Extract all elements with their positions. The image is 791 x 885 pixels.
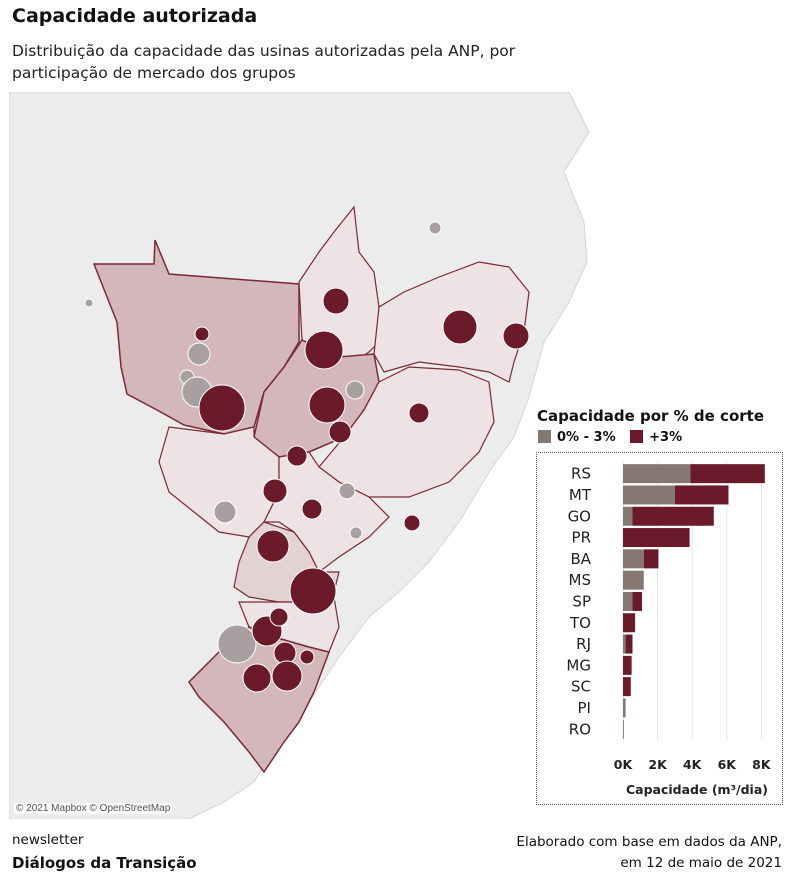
category-label: PI xyxy=(578,699,591,717)
bubble xyxy=(403,514,421,532)
bubble xyxy=(322,287,350,315)
bar-segment xyxy=(623,570,644,590)
bubble xyxy=(442,309,478,345)
chart-panel: RS MT GO PR BA MS SP TO RJ MG SC PI RO 0K 2K 4K 6K 8K Capa… xyxy=(536,452,783,805)
category-label: TO xyxy=(569,614,591,632)
newsletter-label: newsletter xyxy=(12,832,84,848)
bubble xyxy=(301,498,323,520)
bubble xyxy=(345,380,365,400)
bubble xyxy=(187,342,211,366)
bubble xyxy=(349,526,363,540)
bubble xyxy=(304,330,344,370)
legend-label-low: 0% - 3% xyxy=(557,430,616,445)
map-bubbles xyxy=(84,221,530,693)
brand-name: Diálogos da Transição xyxy=(12,854,197,872)
bar-segment xyxy=(623,528,690,548)
bubble xyxy=(308,386,346,424)
legend-label-high: +3% xyxy=(649,430,683,445)
source-line-1: Elaborado com base em dados da ANP, xyxy=(516,834,782,850)
bar-segment xyxy=(623,591,633,611)
footer-source: Elaborado com base em dados da ANP, em 1… xyxy=(516,832,782,874)
bubble xyxy=(217,624,257,664)
category-label: BA xyxy=(570,550,591,568)
x-axis-title: Capacidade (m³/dia) xyxy=(626,782,768,797)
bubble xyxy=(286,445,308,467)
x-tick-label: 4K xyxy=(683,757,703,772)
footer-brand: newsletter Diálogos da Transição xyxy=(12,832,197,872)
page-subtitle: Distribuição da capacidade das usinas au… xyxy=(12,42,516,82)
category-label: MG xyxy=(566,656,591,674)
category-label: MT xyxy=(569,486,592,504)
bar-segment xyxy=(690,464,765,484)
bar-segment xyxy=(632,506,714,526)
source-line-2: em 12 de maio de 2021 xyxy=(620,855,782,871)
x-tick-label: 6K xyxy=(718,757,738,772)
state-sp xyxy=(263,451,390,573)
bar-segment xyxy=(623,464,691,484)
bubble xyxy=(198,384,246,432)
bar-segment xyxy=(623,613,636,633)
bar-segment xyxy=(632,591,643,611)
legend: 0% - 3% +3% xyxy=(538,430,692,445)
bar-chart[interactable]: RS MT GO PR BA MS SP TO RJ MG SC PI RO 0K 2K 4K 6K 8K Capa… xyxy=(537,453,782,804)
x-tick-label: 8K xyxy=(752,757,772,772)
category-label: GO xyxy=(568,507,591,525)
bar-segment xyxy=(643,549,659,569)
bubble xyxy=(84,298,94,308)
bubble xyxy=(299,649,315,665)
category-label: RS xyxy=(571,465,591,483)
x-tick-label: 2K xyxy=(648,757,668,772)
bubble xyxy=(289,567,337,615)
bubble xyxy=(262,478,288,504)
legend-title: Capacidade por % de corte xyxy=(537,407,764,425)
bar-segment xyxy=(623,698,626,718)
bar-segment xyxy=(623,719,624,739)
page-title: Capacidade autorizada xyxy=(12,5,258,27)
bubble xyxy=(338,482,356,500)
bubble xyxy=(213,500,237,524)
bar-segment xyxy=(623,677,631,697)
bubble xyxy=(256,529,290,563)
bubble xyxy=(271,660,303,692)
legend-item-high[interactable]: +3% xyxy=(630,430,682,445)
bar-segment xyxy=(623,549,644,569)
bubble xyxy=(242,663,272,693)
legend-swatch-low xyxy=(538,430,551,443)
bubble xyxy=(502,322,530,350)
bubble xyxy=(408,402,430,424)
bar-segment xyxy=(623,634,626,654)
category-label: RJ xyxy=(576,635,591,653)
bar-segment xyxy=(674,485,729,505)
bar-segment xyxy=(623,506,633,526)
bar-segment xyxy=(623,485,675,505)
category-label: RO xyxy=(569,720,591,738)
bubble xyxy=(428,221,442,235)
category-label: MS xyxy=(569,571,591,589)
category-label: SP xyxy=(572,592,591,610)
bar-segment xyxy=(625,634,633,654)
bar-segment xyxy=(623,655,632,675)
map-attribution[interactable]: © 2021 Mapbox © OpenStreetMap xyxy=(14,803,173,814)
bubble xyxy=(328,420,352,444)
x-tick-label: 0K xyxy=(614,757,634,772)
bubble xyxy=(194,326,210,342)
legend-swatch-high xyxy=(630,430,644,443)
category-label: PR xyxy=(572,529,591,547)
category-label: SC xyxy=(571,678,591,696)
bubble xyxy=(269,607,289,627)
legend-item-low[interactable]: 0% - 3% xyxy=(538,430,616,445)
